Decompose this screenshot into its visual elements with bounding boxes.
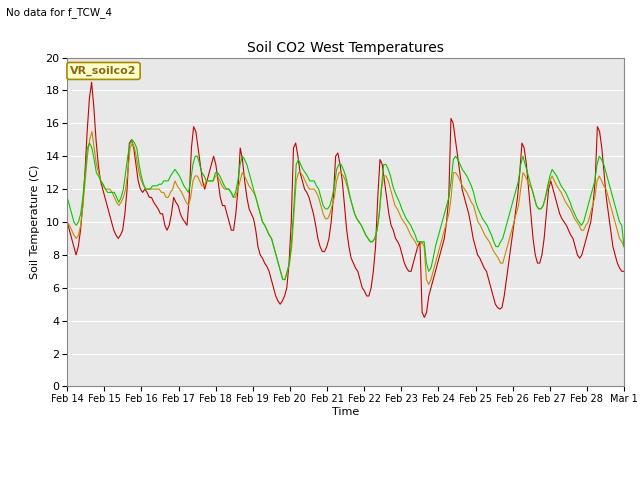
Text: VR_soilco2: VR_soilco2 — [70, 66, 137, 76]
Y-axis label: Soil Temperature (C): Soil Temperature (C) — [30, 165, 40, 279]
Title: Soil CO2 West Temperatures: Soil CO2 West Temperatures — [247, 41, 444, 55]
X-axis label: Time: Time — [332, 407, 359, 417]
Text: No data for f_TCW_4: No data for f_TCW_4 — [6, 7, 113, 18]
